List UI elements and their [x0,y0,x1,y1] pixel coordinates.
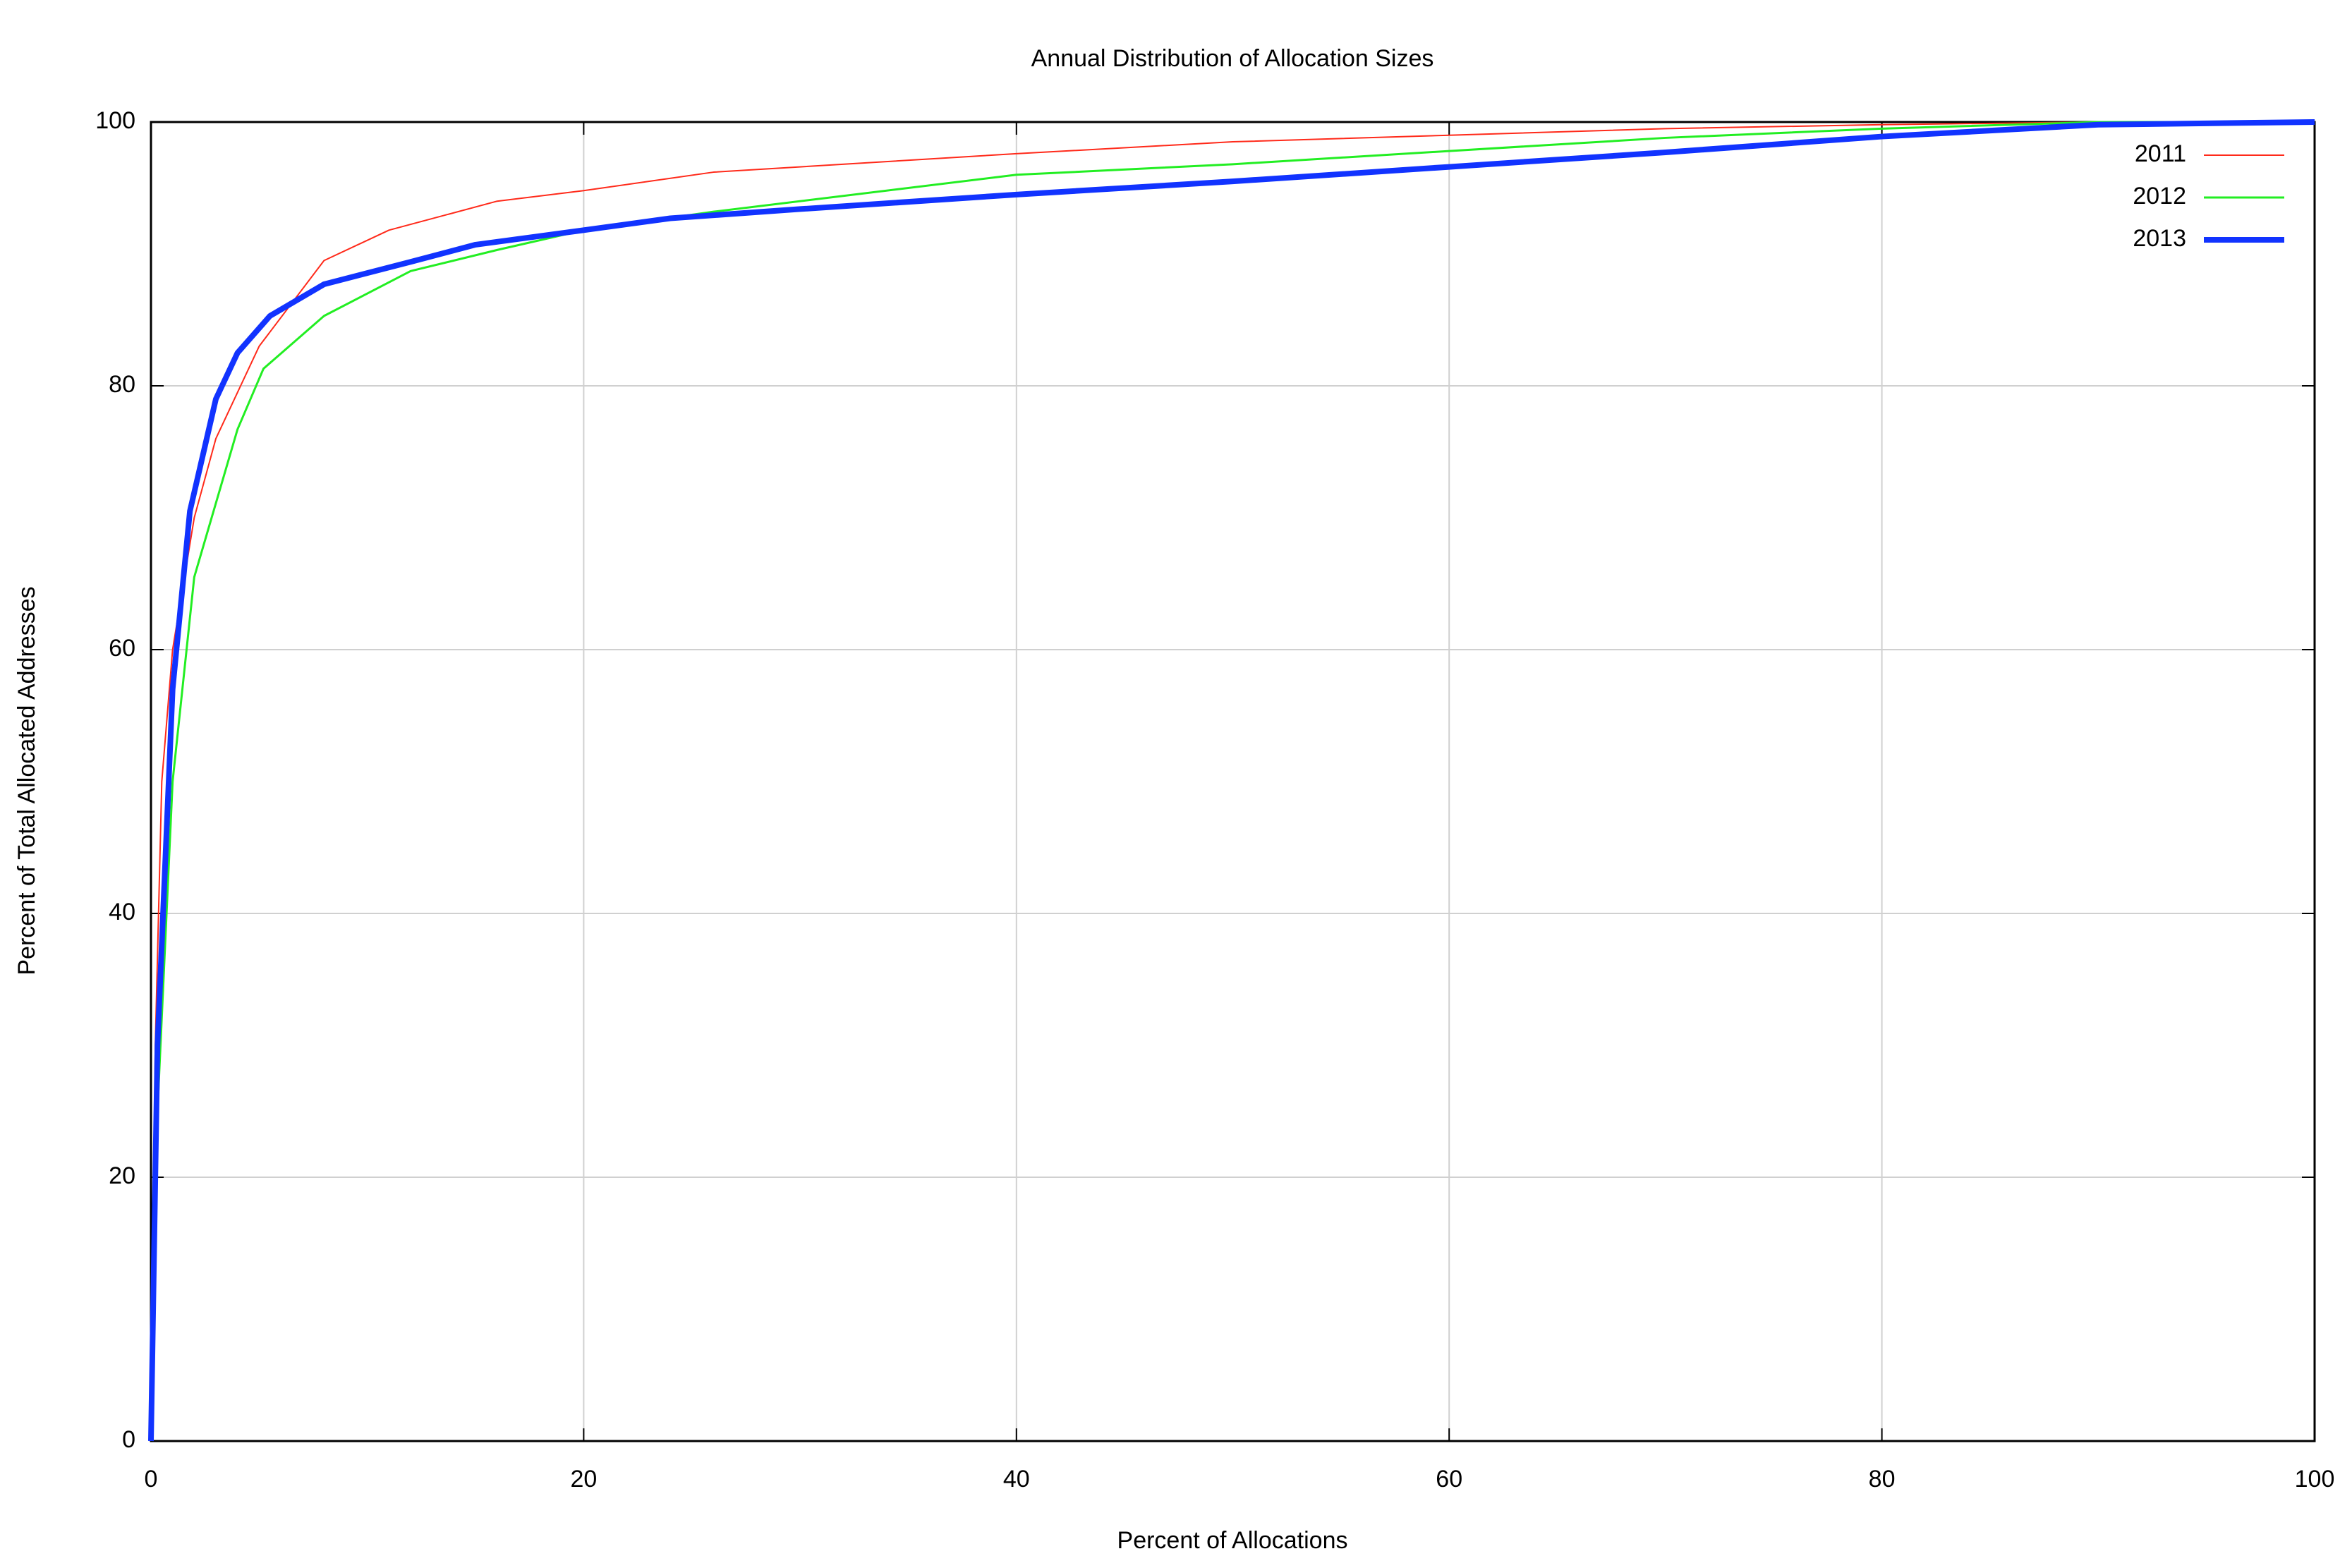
x-tick-label: 40 [1003,1466,1030,1493]
y-tick-label: 0 [122,1426,135,1453]
y-tick-label: 20 [109,1162,135,1189]
plot-frame [150,121,2316,1442]
chart-title: Annual Distribution of Allocation Sizes [1031,45,1434,72]
y-tick-label: 100 [95,107,135,134]
x-tick-label: 80 [1869,1466,1896,1493]
x-tick-label: 60 [1436,1466,1462,1493]
y-tick-label: 80 [109,371,135,398]
y-tick-label: 40 [109,899,135,925]
series-line [150,121,2315,1442]
x-tick-label: 100 [2295,1466,2335,1493]
series-line [150,121,2315,1442]
series-line [148,119,2315,1442]
x-axis-label: Percent of Allocations [1117,1527,1348,1554]
x-tick-label: 20 [570,1466,597,1493]
y-axis-label: Percent of Total Allocated Addresses [13,586,40,975]
legend-label: 2011 [2135,140,2186,167]
legend-label: 2012 [2133,183,2186,209]
legend-label: 2013 [2133,225,2186,252]
y-tick-label: 60 [109,635,135,662]
x-tick-label: 0 [145,1466,158,1493]
